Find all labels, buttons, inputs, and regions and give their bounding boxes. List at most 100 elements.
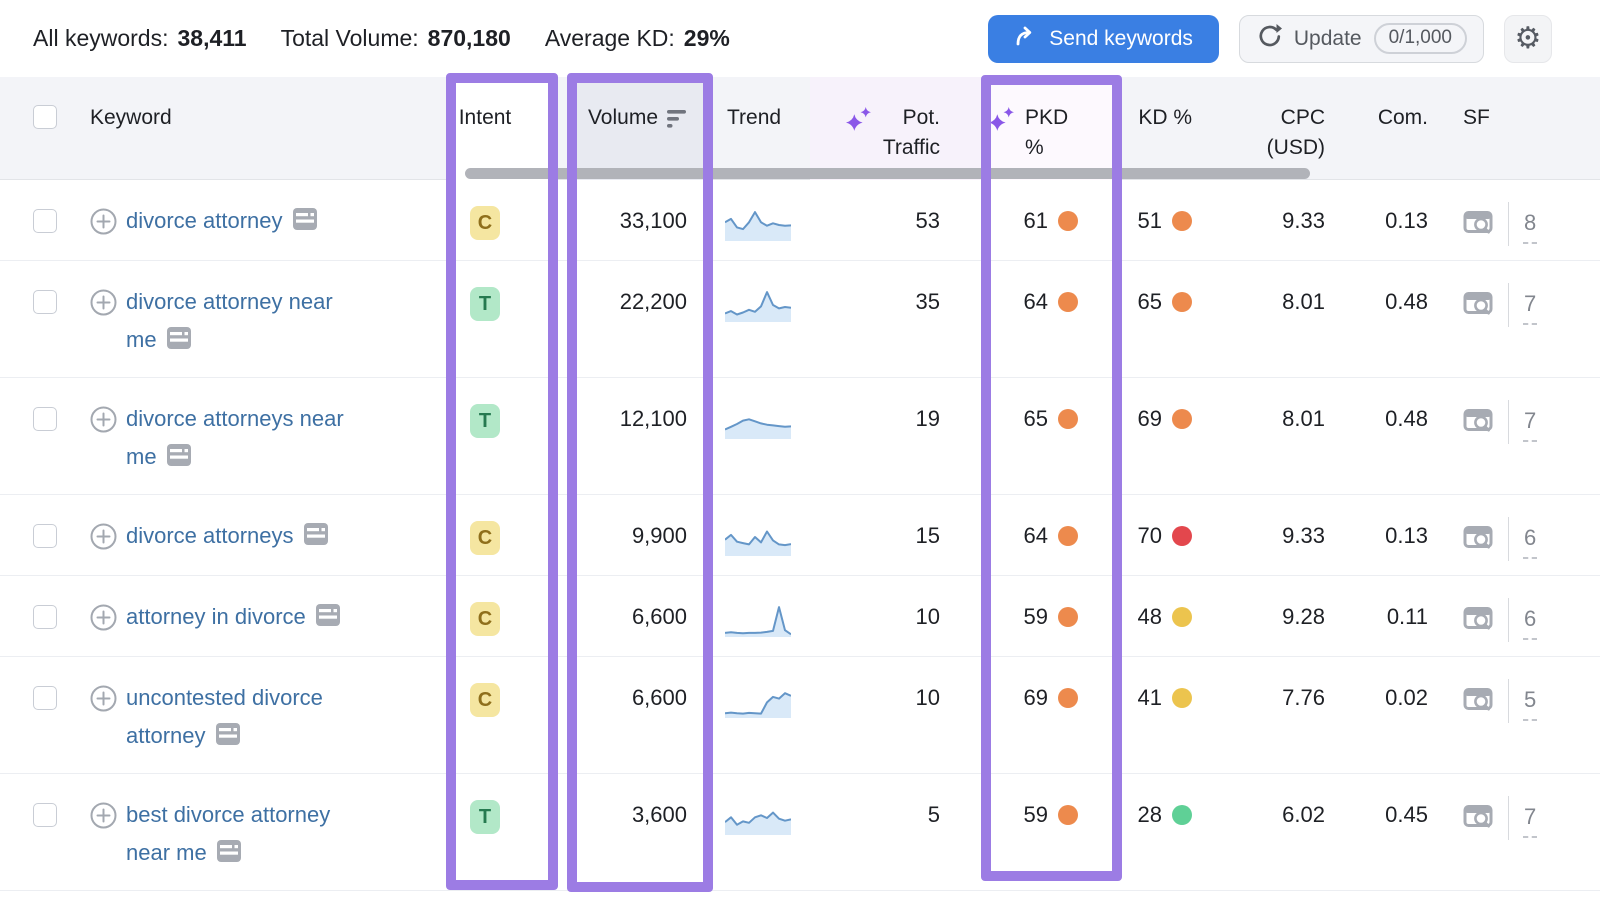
keyword-link[interactable]: divorce attorney	[126, 208, 283, 233]
sf-count[interactable]: 6	[1523, 602, 1538, 640]
kd-dot	[1172, 211, 1192, 231]
pot-traffic-header-tint	[810, 77, 981, 180]
pkd-value: 65	[1023, 406, 1048, 431]
keyword-cell: divorce attorney near me	[126, 283, 333, 362]
keyword-link[interactable]: attorney in divorce	[126, 604, 306, 629]
column-header-com: Com.	[1377, 106, 1428, 129]
com-value: 0.13	[1385, 208, 1428, 233]
add-keyword-icon[interactable]	[90, 289, 117, 321]
column-header-kd: KD %	[1138, 106, 1192, 129]
stat-label: Average KD:	[544, 25, 675, 51]
row-checkbox[interactable]	[33, 605, 57, 629]
table-row: divorce attorney C 33,100 53 61 51 9.33 …	[0, 180, 1600, 261]
update-button[interactable]: Update 0/1,000	[1238, 14, 1484, 63]
send-keywords-label: Send keywords	[1049, 26, 1193, 50]
table-row: divorce attorneys near me T 12,100 19 65 …	[0, 378, 1600, 495]
add-keyword-icon[interactable]	[90, 406, 117, 438]
pkd-header-tint	[991, 77, 1112, 180]
pot-traffic-label-line2: Traffic	[882, 136, 940, 159]
sf-count[interactable]: 7	[1523, 404, 1538, 442]
add-keyword-icon[interactable]	[90, 523, 117, 555]
volume-value: 6,600	[631, 604, 687, 629]
pot-traffic-value: 5	[927, 802, 940, 827]
volume-value: 9,900	[631, 523, 687, 548]
volume-header-label: Volume	[587, 106, 658, 129]
keyword-link[interactable]: best divorce attorney near me	[126, 802, 331, 865]
keyword-link[interactable]: divorce attorneys	[126, 523, 294, 548]
cpc-value: 9.28	[1282, 604, 1325, 629]
pot-traffic-value: 35	[915, 289, 940, 314]
keyword-link[interactable]: divorce attorneys near me	[126, 406, 344, 469]
serp-features-preview-icon[interactable]	[1463, 291, 1494, 321]
serp-snapshot-icon[interactable]	[292, 205, 318, 243]
serp-snapshot-icon[interactable]	[166, 441, 192, 479]
keyword-cell: best divorce attorney near me	[126, 796, 330, 875]
ai-sparkle-icon	[845, 106, 873, 142]
stat-value: 38,411	[177, 25, 247, 51]
add-keyword-icon[interactable]	[90, 685, 117, 717]
kd-value: 48	[1137, 604, 1162, 629]
sf-count[interactable]: 7	[1523, 800, 1538, 838]
serp-features-preview-icon[interactable]	[1463, 804, 1494, 834]
pkd-dot	[1058, 526, 1078, 546]
keyword-stats: All keywords: 38,411 Total Volume: 870,1…	[33, 25, 730, 52]
kd-value: 70	[1137, 523, 1162, 548]
add-keyword-icon[interactable]	[90, 604, 117, 636]
pkd-dot	[1058, 607, 1078, 627]
sf-count[interactable]: 8	[1523, 206, 1538, 244]
pkd-dot	[1058, 409, 1078, 429]
serp-features-preview-icon[interactable]	[1463, 606, 1494, 636]
serp-snapshot-icon[interactable]	[166, 324, 192, 362]
row-checkbox[interactable]	[33, 209, 57, 233]
keyword-cell: uncontested divorce attorney	[126, 679, 323, 758]
row-checkbox[interactable]	[33, 524, 57, 548]
row-checkbox[interactable]	[33, 686, 57, 710]
select-all-checkbox[interactable]	[33, 105, 57, 129]
settings-button[interactable]: ⚙	[1504, 14, 1552, 63]
column-header-intent: Intent	[458, 106, 512, 129]
trend-sparkline	[724, 797, 792, 842]
column-header-keyword: Keyword	[90, 106, 172, 129]
serp-snapshot-icon[interactable]	[216, 837, 242, 875]
com-value: 0.48	[1385, 289, 1428, 314]
serp-features-preview-icon[interactable]	[1463, 687, 1494, 717]
add-keyword-icon[interactable]	[90, 208, 117, 240]
kd-value: 65	[1137, 289, 1162, 314]
toolbar-actions: Send keywords Update 0/1,000 ⚙	[988, 14, 1552, 63]
column-header-volume[interactable]: Volume	[540, 77, 705, 179]
serp-snapshot-icon[interactable]	[315, 601, 341, 639]
sf-count[interactable]: 6	[1523, 521, 1538, 559]
serp-snapshot-icon[interactable]	[303, 520, 329, 558]
sf-divider	[1508, 202, 1509, 246]
intent-badge: T	[470, 287, 500, 321]
trend-sparkline	[724, 284, 792, 329]
horizontal-scrollbar-thumb[interactable]	[465, 168, 1310, 179]
table-row: divorce attorneys C 9,900 15 64 70 9.33 …	[0, 495, 1600, 576]
pkd-dot	[1058, 805, 1078, 825]
sf-divider	[1508, 517, 1509, 561]
add-keyword-icon[interactable]	[90, 802, 117, 834]
keyword-cell: divorce attorney	[126, 202, 318, 243]
sf-divider	[1508, 796, 1509, 840]
summary-toolbar: All keywords: 38,411 Total Volume: 870,1…	[0, 0, 1600, 77]
send-keywords-button[interactable]: Send keywords	[988, 14, 1219, 63]
trend-sparkline	[724, 401, 792, 446]
serp-features-preview-icon[interactable]	[1463, 408, 1494, 438]
row-checkbox[interactable]	[33, 290, 57, 314]
row-checkbox[interactable]	[33, 407, 57, 431]
row-checkbox[interactable]	[33, 803, 57, 827]
serp-snapshot-icon[interactable]	[215, 720, 241, 758]
cpc-value: 9.33	[1282, 208, 1325, 233]
cpc-value: 6.02	[1282, 802, 1325, 827]
cpc-value: 7.76	[1282, 685, 1325, 710]
sf-count[interactable]: 5	[1523, 683, 1538, 721]
keyword-link[interactable]: uncontested divorce attorney	[126, 685, 323, 748]
serp-features-preview-icon[interactable]	[1463, 210, 1494, 240]
trend-sparkline	[724, 680, 792, 725]
keyword-link[interactable]: divorce attorney near me	[126, 289, 333, 352]
serp-features-preview-icon[interactable]	[1463, 525, 1494, 555]
cpc-value: 9.33	[1282, 523, 1325, 548]
stat-label: All keywords:	[33, 25, 169, 51]
sf-count[interactable]: 7	[1523, 287, 1538, 325]
kd-dot	[1172, 805, 1192, 825]
